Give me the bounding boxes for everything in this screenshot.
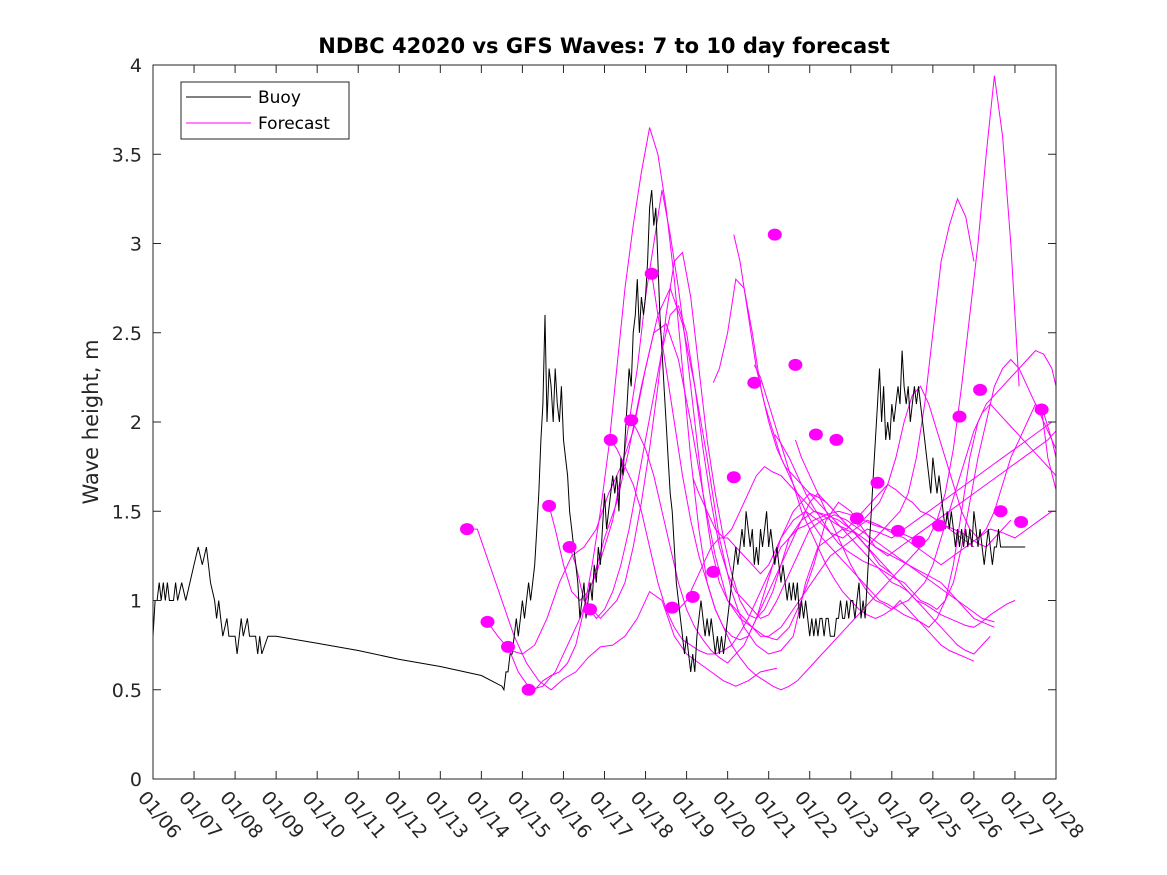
forecast-start-marker-17: [788, 358, 803, 371]
forecast-start-marker-14: [726, 471, 741, 484]
forecast-line-6: [569, 251, 975, 620]
forecast-start-marker-2: [480, 615, 495, 628]
forecast-start-marker-20: [849, 512, 864, 525]
plot-area: [153, 65, 1056, 779]
forecast-line-2: [487, 286, 893, 655]
chart-title: NDBC 42020 vs GFS Waves: 7 to 10 day for…: [318, 34, 889, 58]
forecast-start-marker-28: [1014, 516, 1029, 528]
forecast-start-marker-12: [685, 590, 700, 603]
forecast-start-marker-18: [808, 428, 823, 441]
forecast-start-marker-24: [932, 519, 946, 532]
forecast-start-marker-15: [747, 376, 762, 389]
forecast-line-14: [733, 234, 1057, 628]
forecast-start-marker-13: [706, 565, 721, 578]
forecast-start-marker-29: [1034, 403, 1049, 416]
y-axis-ticks: 0 0.5 1 1.5 2 2.5 3 3.5 4: [112, 55, 1056, 791]
forecast-start-marker-5: [542, 499, 557, 512]
legend-box: [180, 81, 350, 140]
y-tick-label: 2: [130, 412, 142, 434]
y-tick-label: 0.5: [112, 680, 142, 702]
forecast-start-markers: [460, 228, 1049, 696]
forecast-start-marker-7: [583, 603, 598, 616]
legend: Buoy Forecast: [180, 81, 350, 140]
forecast-line-9: [630, 419, 991, 664]
forecast-line-7: [589, 305, 995, 623]
forecast-line-19: [1041, 409, 1057, 490]
forecast-start-marker-8: [603, 433, 618, 446]
forecast-start-marker-27: [993, 505, 1008, 518]
forecast-line-11: [672, 197, 975, 610]
forecast-start-marker-3: [501, 640, 515, 653]
y-tick-label: 4: [130, 55, 142, 77]
y-tick-label: 2.5: [112, 323, 142, 345]
y-tick-label: 1: [130, 591, 142, 613]
forecast-start-marker-19: [829, 433, 844, 446]
forecast-line-8: [610, 430, 1057, 655]
forecast-line-5: [548, 189, 1056, 637]
forecast-start-marker-16: [767, 228, 782, 241]
forecast-start-marker-1: [460, 523, 474, 536]
buoy-lines: [152, 189, 1026, 692]
forecast-start-marker-6: [562, 541, 577, 553]
forecast-line-18: [856, 385, 1057, 539]
forecast-start-marker-21: [870, 476, 885, 489]
buoy-line: [152, 189, 1026, 692]
y-tick-label: 3.5: [112, 144, 142, 166]
legend-buoy-label: Buoy: [258, 88, 301, 108]
forecast-start-marker-9: [624, 414, 639, 427]
forecast-start-marker-10: [644, 267, 659, 280]
forecast-line-17: [794, 403, 1057, 610]
y-tick-label: 3: [130, 234, 142, 256]
y-axis-label: Wave height, m: [79, 339, 103, 504]
forecast-start-marker-11: [665, 601, 680, 614]
forecast-start-marker-23: [911, 535, 926, 548]
forecast-start-marker-25: [952, 410, 967, 423]
forecast-line-1: [467, 528, 778, 691]
y-tick-label: 0: [130, 769, 142, 791]
legend-forecast-label: Forecast: [258, 114, 330, 134]
forecast-start-marker-4: [521, 683, 536, 696]
forecast-start-marker-22: [891, 524, 905, 537]
forecast-line-16: [774, 358, 1057, 611]
forecast-start-marker-26: [973, 383, 988, 396]
y-tick-label: 1.5: [112, 501, 142, 523]
forecast-line-15: [753, 364, 975, 662]
